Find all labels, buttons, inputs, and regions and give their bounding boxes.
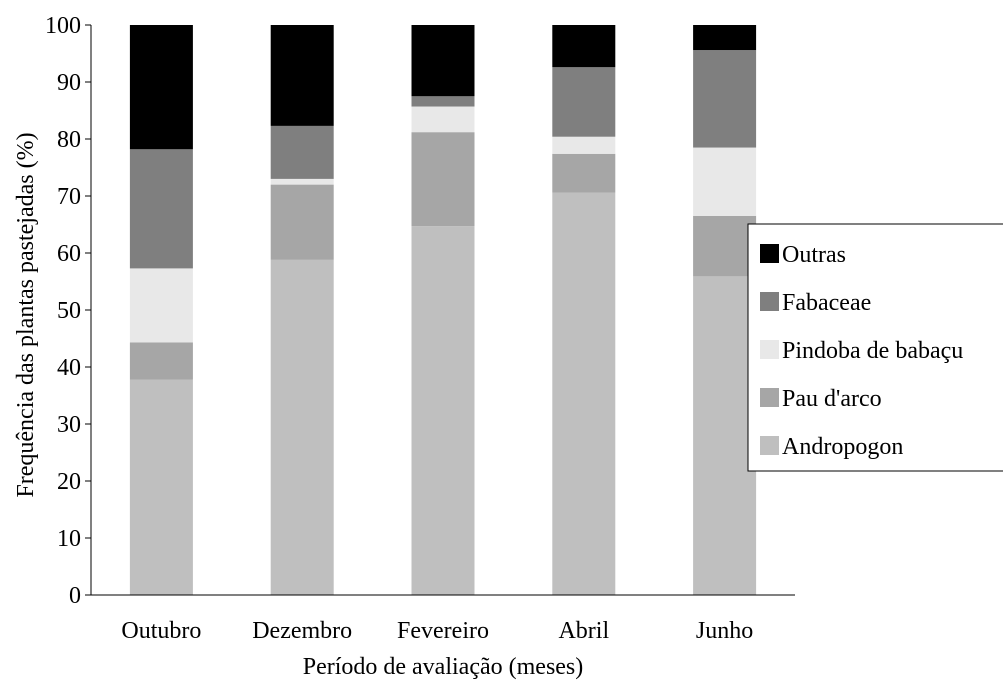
legend-label-pau-d-arco: Pau d'arco: [782, 386, 882, 412]
bar-andropogon-dezembro: [270, 259, 334, 595]
legend: Outras Fabaceae Pindoba de babaçu Pau d'arc…: [747, 223, 1003, 472]
legend-swatch-outras: [760, 244, 779, 263]
bar-andropogon-outubro: [129, 379, 193, 595]
bar-pindoba-de-baba-u-junho: [693, 147, 757, 216]
y-axis-ticks: 0 10 20 30 40 50 60 70 80 90 100: [45, 13, 91, 609]
bar-outras-outubro: [129, 25, 193, 150]
legend-swatch-andropogon: [760, 436, 779, 455]
y-tick-label: 20: [57, 469, 81, 495]
legend-box: [747, 223, 1003, 472]
x-axis-title: Período de avaliação (meses): [303, 654, 584, 680]
x-tick-label: Fevereiro: [397, 618, 489, 644]
bar-outras-fevereiro: [411, 25, 475, 97]
y-tick-label: 50: [57, 298, 81, 324]
y-tick-label: 30: [57, 412, 81, 438]
bar-pindoba-de-baba-u-fevereiro: [411, 106, 475, 133]
legend-label-andropogon: Andropogon: [782, 434, 903, 460]
bar-group: [129, 25, 757, 595]
bar-pau-d-arco-junho: [693, 215, 757, 277]
bar-pindoba-de-baba-u-outubro: [129, 268, 193, 343]
bar-andropogon-fevereiro: [411, 226, 475, 595]
bar-outras-junho: [693, 25, 757, 51]
bar-fabaceae-junho: [693, 50, 757, 148]
bar-fabaceae-outubro: [129, 149, 193, 269]
legend-label-pindoba-de-baba-u: Pindoba de babaçu: [782, 338, 963, 364]
y-tick-label: 10: [57, 526, 81, 552]
x-tick-label: Outubro: [121, 618, 201, 644]
x-tick-label: Dezembro: [252, 618, 352, 644]
x-tick-label: Junho: [696, 618, 753, 644]
bar-andropogon-junho: [693, 276, 757, 595]
y-tick-label: 0: [69, 583, 81, 609]
bar-pau-d-arco-dezembro: [270, 184, 334, 260]
legend-swatch-pau-d-arco: [760, 388, 779, 407]
bar-fabaceae-dezembro: [270, 125, 334, 179]
y-axis-title: Frequência das plantas pastejadas (%): [13, 132, 39, 497]
legend-label-outras: Outras: [782, 242, 846, 268]
bar-pindoba-de-baba-u-abril: [552, 136, 616, 154]
y-tick-label: 90: [57, 70, 81, 96]
bar-outras-dezembro: [270, 25, 334, 126]
x-axis-ticks: Outubro Dezembro Fevereiro Abril Junho: [121, 618, 753, 644]
bar-pau-d-arco-fevereiro: [411, 132, 475, 227]
x-tick-label: Abril: [558, 618, 609, 644]
bar-pindoba-de-baba-u-dezembro: [270, 178, 334, 185]
bar-outras-abril: [552, 25, 616, 68]
bar-fabaceae-abril: [552, 67, 616, 137]
y-tick-label: 60: [57, 241, 81, 267]
legend-swatch-fabaceae: [760, 292, 779, 311]
bar-pau-d-arco-abril: [552, 153, 616, 193]
y-tick-label: 80: [57, 127, 81, 153]
legend-label-fabaceae: Fabaceae: [782, 290, 871, 316]
legend-swatch-pindoba-de-baba-u: [760, 340, 779, 359]
y-tick-label: 70: [57, 184, 81, 210]
y-tick-label: 100: [45, 13, 81, 39]
bar-andropogon-abril: [552, 192, 616, 595]
bar-fabaceae-fevereiro: [411, 96, 475, 107]
bar-pau-d-arco-outubro: [129, 342, 193, 380]
y-tick-label: 40: [57, 355, 81, 381]
